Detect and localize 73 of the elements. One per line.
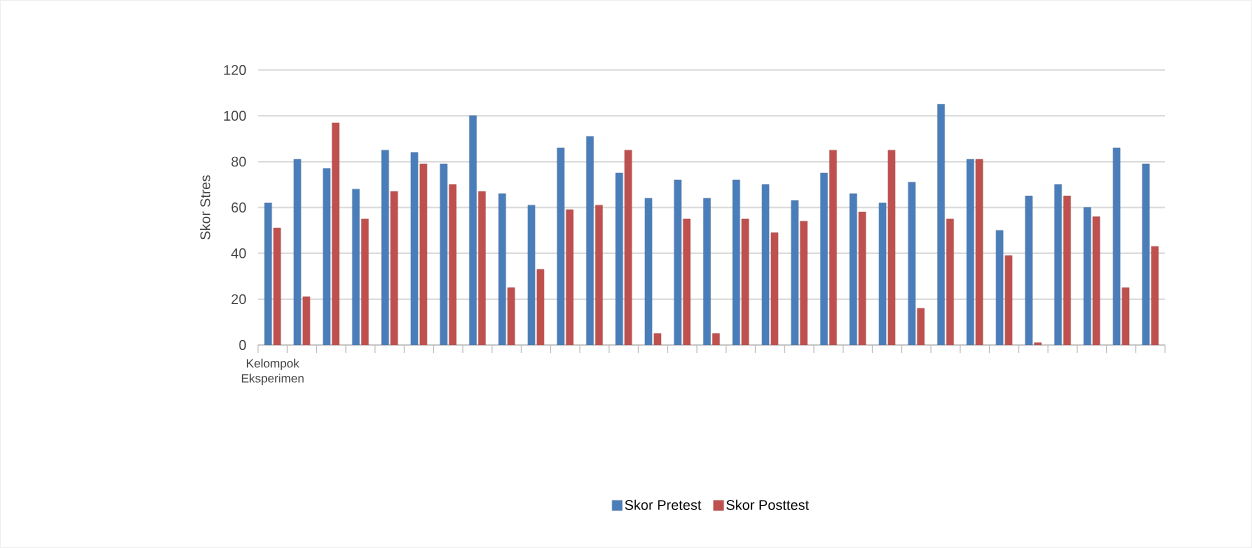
y-tick-label: 20 <box>231 294 246 305</box>
bar <box>858 211 866 345</box>
bar <box>615 172 623 345</box>
bar <box>1151 246 1159 345</box>
bar <box>331 122 340 345</box>
bar <box>761 184 770 345</box>
bar <box>1025 195 1033 345</box>
x-tick-label: Kelompok Eksperimen <box>241 358 304 385</box>
bar <box>439 163 448 345</box>
bar <box>703 198 711 345</box>
y-tick-label: 120 <box>224 65 246 75</box>
legend-label: Skor Pretest <box>625 499 702 510</box>
bar <box>322 168 331 345</box>
bar <box>566 209 574 345</box>
bar <box>683 218 691 345</box>
bar <box>800 221 808 345</box>
bar <box>469 115 477 345</box>
bar <box>536 269 545 345</box>
bar <box>419 163 428 345</box>
y-tick-label: 60 <box>231 202 246 213</box>
bar <box>849 193 857 345</box>
y-axis-title: Skor Stres <box>199 175 211 240</box>
bar <box>624 150 632 345</box>
bar <box>975 159 984 345</box>
bar <box>361 218 369 345</box>
bar <box>644 198 653 345</box>
bar <box>586 136 594 345</box>
y-tick-label: 40 <box>231 248 246 259</box>
bar <box>1083 207 1092 345</box>
bar <box>770 232 779 345</box>
bar <box>946 218 954 345</box>
bar <box>507 287 515 345</box>
bar <box>712 333 720 345</box>
bar <box>498 193 506 345</box>
y-tick-label: 100 <box>224 110 246 121</box>
bar <box>908 182 916 345</box>
bar <box>1063 195 1071 345</box>
bar <box>302 296 311 345</box>
bar <box>410 152 419 345</box>
bar <box>732 179 740 345</box>
bar <box>878 202 887 345</box>
legend-label: Skor Posttest <box>726 499 809 510</box>
bar <box>1112 147 1121 345</box>
bar <box>966 159 975 345</box>
bar <box>557 147 565 345</box>
bar <box>381 150 389 345</box>
bar <box>653 333 662 345</box>
bar <box>887 150 896 345</box>
bar <box>293 159 302 345</box>
bar <box>352 188 360 345</box>
bar <box>1054 184 1062 345</box>
bar <box>448 184 457 345</box>
bar <box>1004 255 1013 345</box>
y-tick-label: 80 <box>231 156 246 167</box>
bar <box>741 218 749 345</box>
bar <box>829 150 837 345</box>
bar <box>1034 342 1042 345</box>
bar <box>917 308 925 345</box>
bar <box>527 205 536 345</box>
bar <box>1142 163 1150 345</box>
bar <box>820 172 828 345</box>
bar <box>390 191 398 345</box>
bar <box>273 227 281 345</box>
bar <box>264 202 272 345</box>
bar <box>791 200 799 345</box>
bar <box>1092 216 1101 345</box>
bar <box>1121 287 1130 345</box>
bar <box>937 104 945 345</box>
y-tick-label: 0 <box>239 340 246 350</box>
bar <box>674 179 682 345</box>
bar <box>478 191 486 345</box>
bar <box>595 205 603 345</box>
bar <box>995 230 1004 345</box>
